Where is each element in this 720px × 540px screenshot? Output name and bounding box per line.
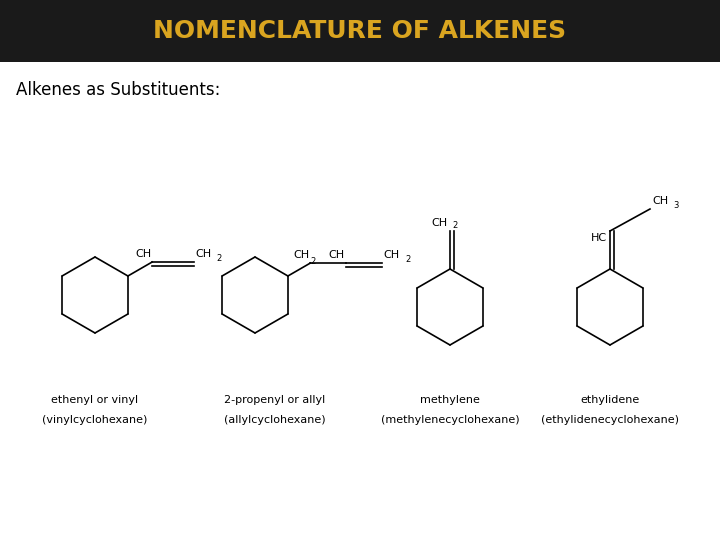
Text: CH: CH bbox=[293, 250, 310, 260]
Text: (methylenecyclohexane): (methylenecyclohexane) bbox=[381, 415, 519, 425]
Text: 2: 2 bbox=[310, 257, 315, 266]
Text: CH: CH bbox=[432, 218, 448, 228]
Text: 2-propenyl or allyl: 2-propenyl or allyl bbox=[225, 395, 325, 405]
Text: ethylidene: ethylidene bbox=[580, 395, 639, 405]
Text: CH: CH bbox=[328, 250, 345, 260]
Text: methylene: methylene bbox=[420, 395, 480, 405]
Text: (ethylidenecyclohexane): (ethylidenecyclohexane) bbox=[541, 415, 679, 425]
Text: CH: CH bbox=[384, 250, 400, 260]
Text: HC: HC bbox=[591, 233, 607, 243]
Text: (allylcyclohexane): (allylcyclohexane) bbox=[224, 415, 326, 425]
Text: Alkenes as Substituents:: Alkenes as Substituents: bbox=[16, 81, 220, 99]
Bar bbox=[0, 0, 720, 62]
Text: 3: 3 bbox=[674, 201, 679, 210]
Text: 2: 2 bbox=[217, 254, 222, 263]
Text: CH: CH bbox=[195, 249, 211, 259]
Text: (vinylcyclohexane): (vinylcyclohexane) bbox=[42, 415, 148, 425]
Text: ethenyl or vinyl: ethenyl or vinyl bbox=[51, 395, 138, 405]
Text: 2: 2 bbox=[405, 255, 410, 264]
Text: 2: 2 bbox=[452, 221, 457, 230]
Text: NOMENCLATURE OF ALKENES: NOMENCLATURE OF ALKENES bbox=[153, 19, 567, 43]
Text: CH: CH bbox=[652, 196, 668, 206]
Text: CH: CH bbox=[135, 249, 151, 259]
